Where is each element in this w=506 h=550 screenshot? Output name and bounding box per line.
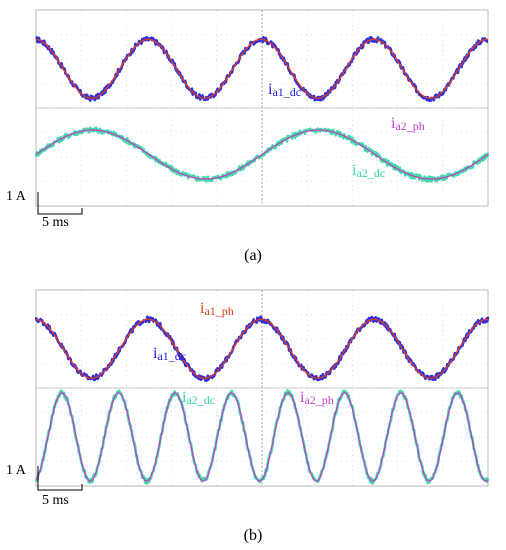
panel-a: ia1_dc ia2_ph ia2_dc 1 A 5 ms (a): [6, 9, 490, 264]
panel-a-grid: [36, 10, 488, 206]
trace-ia2-ph-b: [35, 392, 489, 482]
trace-ia1-ph-b: [35, 318, 489, 379]
trace-ia2-ph-a: [35, 129, 489, 180]
scale-bracket-b: [37, 466, 83, 491]
panel-b: ia1_ph ia1_dc ia2_dc ia2_ph 1 A 5 ms (b): [6, 289, 490, 544]
current-scale-a: 1 A: [6, 189, 27, 204]
label-ia2-dc-a: ia2_dc: [352, 162, 385, 180]
panel-b-traces: [34, 315, 490, 485]
trace-ia2-dc-a: [34, 126, 490, 183]
panel-b-grid: [36, 290, 488, 486]
current-scale-b: 1 A: [6, 463, 27, 478]
trace-ia1-ph-a: [35, 38, 489, 99]
panel-label-a: (a): [244, 247, 262, 264]
label-ia1-dc-b: ia1_dc: [153, 345, 186, 363]
label-ia1-dc-a: ia1_dc: [268, 81, 301, 99]
label-ia2-ph-b: ia2_ph: [300, 389, 334, 407]
label-ia2-dc-b: ia2_dc: [182, 389, 215, 407]
time-scale-a: 5 ms: [42, 215, 69, 230]
label-ia1-ph-b: ia1_ph: [200, 300, 234, 318]
label-ia2-ph-a: ia2_ph: [391, 115, 425, 133]
panel-label-b: (b): [244, 527, 263, 544]
time-scale-b: 5 ms: [42, 493, 69, 508]
scale-bracket-a: [37, 192, 83, 215]
panel-a-traces: [34, 35, 490, 183]
